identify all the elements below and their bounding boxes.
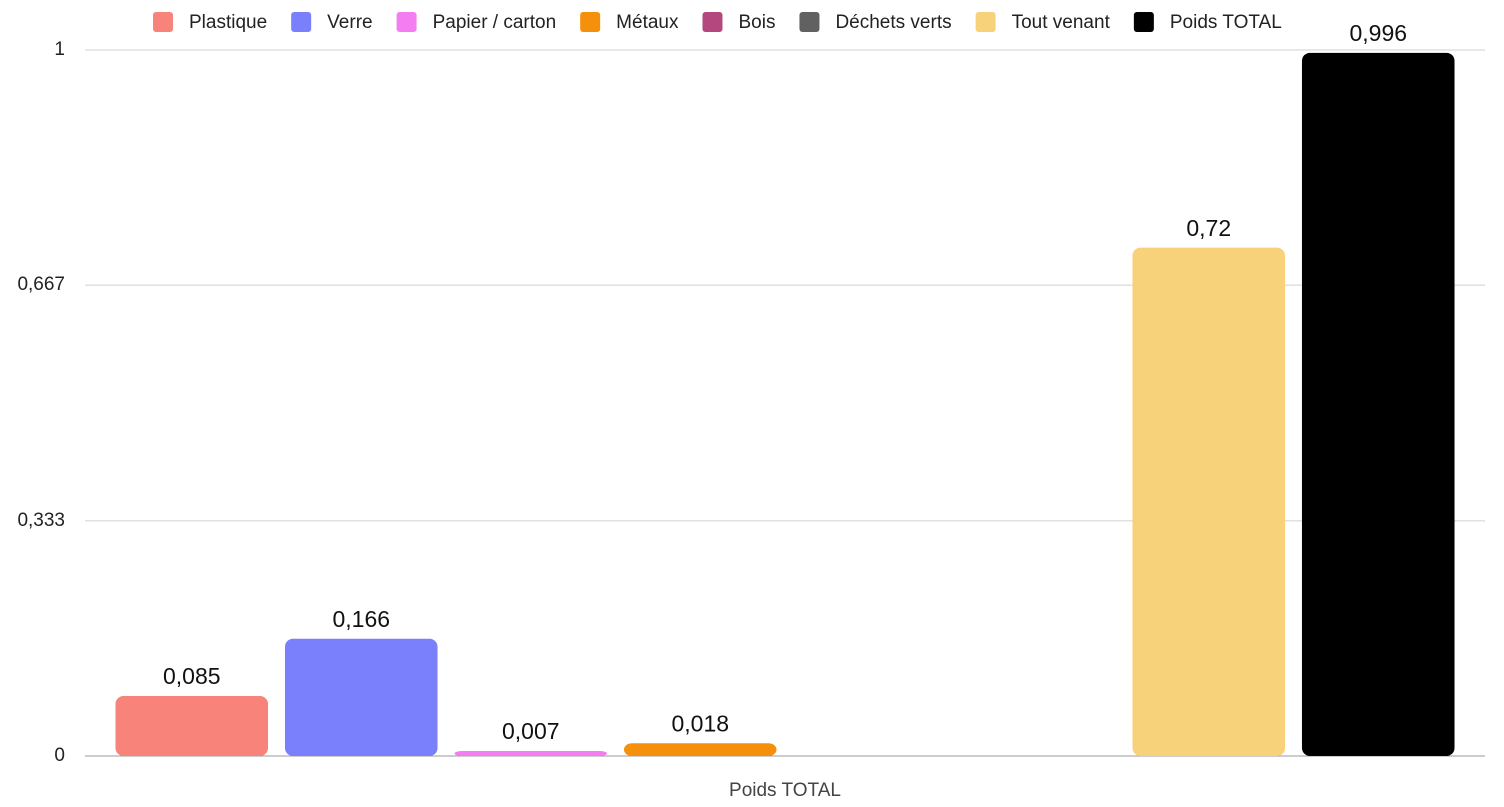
x-tick-label: Poids TOTAL (729, 780, 841, 801)
bar (284, 638, 438, 756)
legend-swatch (799, 12, 820, 32)
bar (623, 743, 777, 756)
legend-swatch (1133, 12, 1154, 32)
legend-swatch (396, 12, 417, 32)
bar (1301, 52, 1455, 757)
y-tick-label: 0,333 (17, 510, 65, 531)
legend-swatch (975, 12, 996, 32)
value-label: 0,018 (671, 710, 729, 736)
y-tick-label: 0,667 (17, 274, 65, 295)
legend-swatch (291, 12, 312, 32)
legend-label: Verre (327, 12, 372, 33)
y-tick-label: 0 (54, 745, 65, 766)
bar (454, 751, 608, 756)
value-label: 0,166 (332, 606, 390, 632)
bar (1132, 247, 1286, 756)
y-tick-label: 1 (54, 39, 65, 60)
legend-label: Déchets verts (835, 12, 951, 33)
legend-label: Papier / carton (433, 12, 557, 33)
legend-label: Plastique (189, 12, 267, 33)
legend-label: Métaux (616, 12, 679, 33)
legend-swatch (580, 12, 601, 32)
legend-label: Tout venant (1012, 12, 1111, 33)
value-label: 0,007 (502, 718, 560, 744)
legend-label: Bois (738, 12, 775, 33)
value-label: 0,996 (1349, 20, 1407, 46)
legend-swatch (702, 12, 723, 32)
value-label: 0,72 (1186, 215, 1231, 241)
bar (115, 695, 269, 756)
value-label: 0,085 (163, 663, 221, 689)
legend-swatch (153, 12, 173, 32)
legend-label: Poids TOTAL (1170, 12, 1282, 33)
